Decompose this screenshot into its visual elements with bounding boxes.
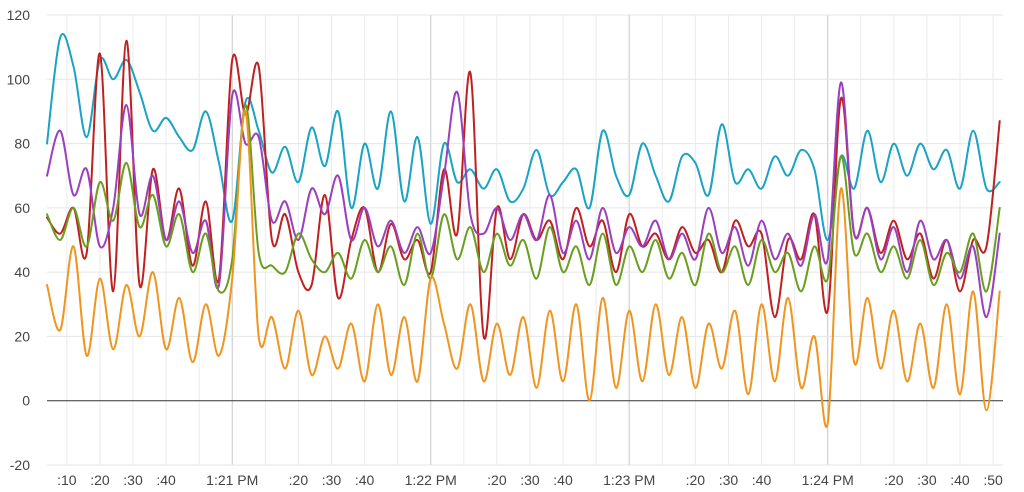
x-tick-label: 1:24 PM [802,472,854,488]
x-tick-label: :20 [686,472,706,488]
x-tick-label: 1:23 PM [603,472,655,488]
x-tick-label: :20 [487,472,507,488]
y-tick-label: 40 [14,264,30,280]
x-tick-label: :10 [57,472,77,488]
y-tick-label: 120 [7,7,31,23]
y-tick-label: 100 [7,71,31,87]
x-tick-label: :30 [917,472,937,488]
x-tick-label: :40 [156,472,176,488]
x-tick-label: :40 [355,472,375,488]
x-tick-label: :20 [884,472,904,488]
x-tick-label: :30 [719,472,739,488]
x-tick-label: 1:22 PM [405,472,457,488]
x-tick-label: :50 [983,472,1003,488]
series-group [46,33,1001,428]
x-tick-label: :40 [950,472,970,488]
grid [47,14,1003,466]
tick-labels: -20 0 20 40 60 80 100 120 :10 :20 :30 :40 1:21 PM :20… [7,7,1003,488]
series-line-3 [46,81,1001,319]
series-line-5 [46,110,1001,428]
y-tick-label: 60 [14,200,30,216]
x-tick-label: :30 [123,472,143,488]
series-line-2 [46,39,1001,340]
y-tick-label: -20 [10,457,30,473]
y-tick-label: 0 [22,393,30,409]
x-tick-label: :20 [90,472,110,488]
y-tick-label: 80 [14,136,30,152]
x-tick-label: :40 [553,472,573,488]
x-tick-label: 1:21 PM [206,472,258,488]
series-line-1 [46,33,1001,242]
y-tick-label: 20 [14,328,30,344]
x-tick-label: :30 [520,472,540,488]
x-tick-label: :30 [322,472,342,488]
x-tick-label: :20 [289,472,309,488]
x-tick-label: :40 [752,472,772,488]
series-line-4 [46,103,1001,294]
